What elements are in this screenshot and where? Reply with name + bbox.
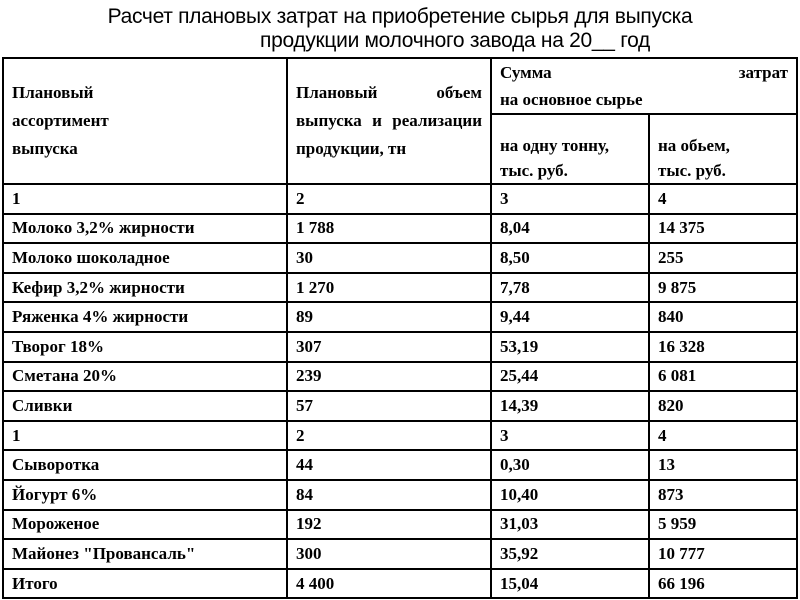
- header-row-top: Плановый ассортимент выпуска Плановый об…: [2, 57, 799, 185]
- table-cell: 873: [647, 478, 799, 511]
- header-volume-line-2: выпуска и реализации: [296, 111, 482, 130]
- table-cell: Сыворотка: [2, 449, 288, 481]
- table-cell: 31,03: [490, 508, 650, 541]
- table-row: Ряженка 4% жирности 89 9,44 840: [2, 301, 799, 333]
- table-row: Молоко шоколадное 30 8,50 255: [2, 242, 799, 274]
- table-body: 1 2 3 4 Молоко 3,2% жирности 1 788 8,04 14 375 М…: [2, 183, 799, 600]
- table-cell: Молоко 3,2% жирности: [2, 212, 288, 245]
- table-cell: 2: [286, 419, 492, 452]
- table-cell: 16 328: [647, 330, 799, 363]
- table-row: Йогурт 6% 84 10,40 873: [2, 478, 799, 511]
- header-volume-line-1: Плановый объем: [296, 83, 482, 102]
- table-row: Творог 18% 307 53,19 16 328: [2, 330, 799, 363]
- table-row: Сыворотка 44 0,30 13: [2, 449, 799, 481]
- header-cost-sum-line-1: Сумма затрат: [500, 63, 789, 82]
- table-cell: 14,39: [490, 390, 650, 422]
- table-cell: 5 959: [647, 508, 799, 541]
- table-cell: 84: [286, 478, 492, 511]
- table-cell: 840: [647, 301, 799, 333]
- header-per-volume: на обьем, тыс. руб.: [647, 113, 799, 185]
- table-cell: 15,04: [490, 567, 650, 600]
- table-cell: 4 400: [286, 567, 492, 600]
- table-cell: Йогурт 6%: [2, 478, 288, 511]
- table-cell: 8,50: [490, 242, 650, 274]
- table-cell: 30: [286, 242, 492, 274]
- table-cell: Мороженое: [2, 508, 288, 541]
- table-cell: 3: [490, 183, 650, 215]
- page-title: Расчет плановых затрат на приобретение с…: [0, 5, 800, 53]
- table-cell: 4: [647, 183, 799, 215]
- header-assortment-line-1: Плановый: [12, 83, 94, 102]
- table-cell: 6 081: [647, 360, 799, 393]
- header-row-sub: на одну тонну, тыс. руб. на обьем, тыс. …: [3, 113, 799, 185]
- table-cell: 192: [286, 508, 492, 541]
- table-cell: 0,30: [490, 449, 650, 481]
- table-cell: Сливки: [2, 390, 288, 422]
- table-cell: 10,40: [490, 478, 650, 511]
- table-row: Мороженое 192 31,03 5 959: [2, 508, 799, 541]
- table-cell: 14 375: [647, 212, 799, 245]
- table-cell: 66 196: [647, 567, 799, 600]
- table-cell: 1 788: [286, 212, 492, 245]
- table-cell: 9 875: [647, 271, 799, 304]
- table-cell: 44: [286, 449, 492, 481]
- header-per-ton: на одну тонну, тыс. руб.: [490, 113, 650, 185]
- header-per-ton-line-2: тыс. руб.: [500, 161, 568, 180]
- table-cell: 307: [286, 330, 492, 363]
- header-cost-sum-group: Сумма затрат на основное сырье: [489, 57, 799, 115]
- table-cell: 820: [647, 390, 799, 422]
- table-cell: 1: [2, 419, 288, 452]
- table-cell: 1: [2, 183, 288, 215]
- table-cell: 3: [490, 419, 650, 452]
- table-cell: 10 777: [647, 538, 799, 570]
- table-cell: 25,44: [490, 360, 650, 393]
- table-row: Молоко 3,2% жирности 1 788 8,04 14 375: [2, 212, 799, 245]
- header-assortment: Плановый ассортимент выпуска: [2, 57, 288, 185]
- table-cell: 57: [286, 390, 492, 422]
- table-cell: Итого: [2, 567, 288, 600]
- table-cell: 89: [286, 301, 492, 333]
- table-row: Майонез "Провансаль" 300 35,92 10 777: [2, 538, 799, 570]
- table-cell: Ряженка 4% жирности: [2, 301, 288, 333]
- table-cell: 9,44: [490, 301, 650, 333]
- header-cost-sum-line-2: на основное сырье: [500, 90, 643, 109]
- header-per-volume-line-1: на обьем,: [658, 136, 730, 155]
- table-row: Сливки 57 14,39 820: [2, 390, 799, 422]
- page-title-line-1: Расчет плановых затрат на приобретение с…: [107, 5, 693, 28]
- table-cell: 255: [647, 242, 799, 274]
- table-row: Кефир 3,2% жирности 1 270 7,78 9 875: [2, 271, 799, 304]
- table-cell: 300: [286, 538, 492, 570]
- table-row: Сметана 20% 239 25,44 6 081: [2, 360, 799, 393]
- header-volume: Плановый объем выпуска и реализации прод…: [286, 57, 492, 185]
- table-cell: Творог 18%: [2, 330, 288, 363]
- header-per-ton-line-1: на одну тонну,: [500, 136, 609, 155]
- header-assortment-line-2: ассортимент: [12, 111, 109, 130]
- table-cell: 7,78: [490, 271, 650, 304]
- table-cell: 8,04: [490, 212, 650, 245]
- page-title-line-2: продукции молочного завода на 20__ год: [260, 29, 650, 52]
- table-cell: Молоко шоколадное: [2, 242, 288, 274]
- table-cell: 35,92: [490, 538, 650, 570]
- table-cell: Сметана 20%: [2, 360, 288, 393]
- table-cell: Майонез "Провансаль": [2, 538, 288, 570]
- table-cell: Кефир 3,2% жирности: [2, 271, 288, 304]
- table-row: Итого 4 400 15,04 66 196: [2, 567, 799, 600]
- header-per-volume-line-2: тыс. руб.: [658, 161, 726, 180]
- table-cell: 1 270: [286, 271, 492, 304]
- table-cell: 13: [647, 449, 799, 481]
- costs-table: Плановый ассортимент выпуска Плановый об…: [2, 57, 799, 600]
- header-volume-line-3: продукции, тн: [296, 139, 407, 158]
- header-assortment-line-3: выпуска: [12, 139, 78, 158]
- table-cell: 53,19: [490, 330, 650, 363]
- table-cell: 239: [286, 360, 492, 393]
- table-cell: 4: [647, 419, 799, 452]
- table-cell: 2: [286, 183, 492, 215]
